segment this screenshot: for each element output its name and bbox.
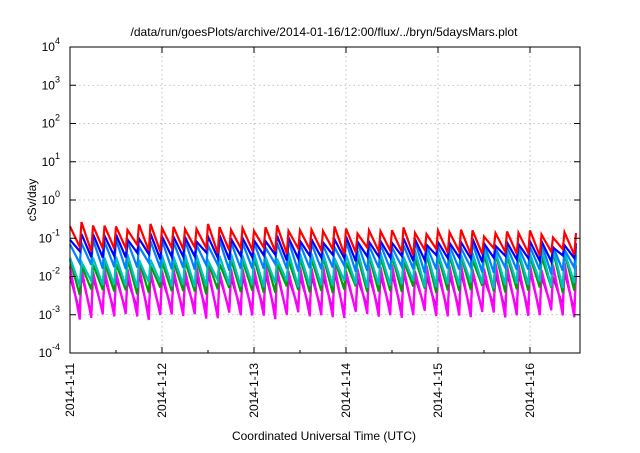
y-tick-label: 101	[42, 151, 60, 169]
x-tick-label: 2014-1-14	[339, 363, 353, 418]
y-tick-label: 10-4	[39, 342, 60, 360]
y-tick-label: 100	[42, 189, 60, 207]
x-axis-label: Coordinated Universal Time (UTC)	[232, 429, 416, 443]
series-layer	[68, 221, 578, 321]
x-tick-label: 2014-1-13	[247, 363, 261, 418]
y-axis-label: cSv/day	[25, 179, 39, 222]
y-tick-label: 10-2	[39, 266, 60, 284]
y-tick-label: 10-3	[39, 304, 60, 322]
x-axis: 2014-1-11 2014-1-12 2014-1-13 2014-1-14 2014…	[63, 47, 537, 418]
x-tick-label: 2014-1-15	[431, 363, 445, 418]
y-tick-label: 103	[42, 74, 60, 92]
series-line	[69, 221, 578, 258]
grid	[70, 47, 580, 353]
chart-title: /data/run/goesPlots/archive/2014-01-16/1…	[131, 25, 519, 39]
x-tick-label: 2014-1-11	[63, 363, 77, 417]
y-tick-label: 102	[42, 113, 60, 131]
y-tick-label: 10-1	[39, 227, 60, 245]
x-tick-label: 2014-1-16	[523, 363, 537, 418]
y-tick-label: 104	[42, 36, 60, 54]
x-tick-label: 2014-1-12	[155, 363, 169, 418]
y-axis: 10-4 10-3 10-2 10-1 100 101 102 103 104	[39, 36, 580, 360]
